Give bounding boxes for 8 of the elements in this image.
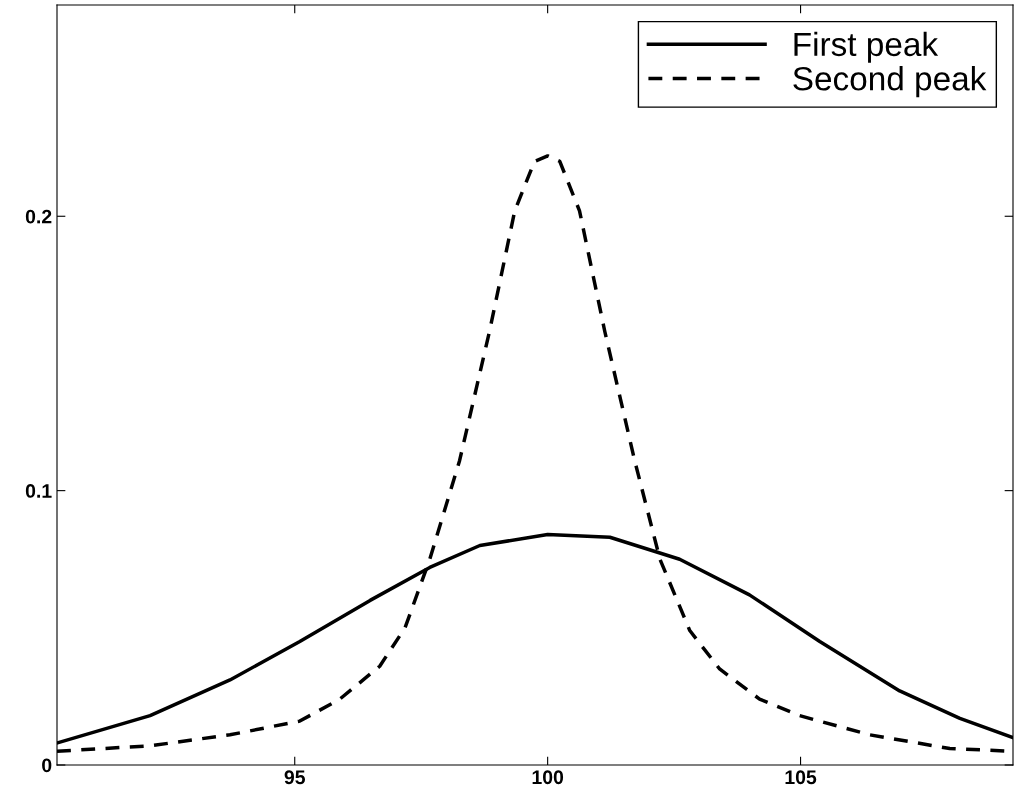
legend-label: First peak — [794, 31, 939, 63]
y-tick-label: 0 — [42, 758, 52, 773]
x-tick-label: 95 — [284, 770, 306, 785]
x-tick-label: 100 — [532, 770, 564, 785]
x-tick-label: 105 — [785, 770, 817, 785]
y-tick-label: 0.2 — [25, 209, 52, 224]
legend-label: Second peak — [793, 66, 987, 98]
y-tick-label: 0.1 — [25, 484, 52, 498]
